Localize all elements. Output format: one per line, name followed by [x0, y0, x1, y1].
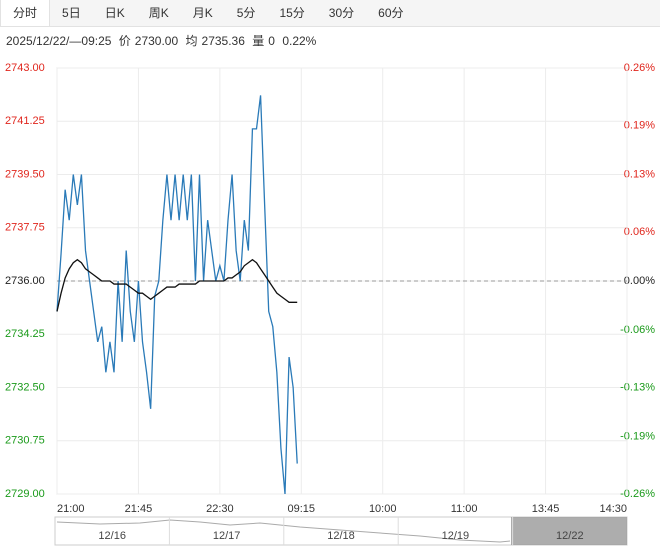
y-tick-label: 2732.50 — [5, 381, 45, 393]
y2-tick-label: -0.13% — [620, 381, 655, 393]
tab[interactable]: 15分 — [279, 6, 305, 20]
y-tick-label: 2743.00 — [5, 62, 45, 74]
y2-tick-label: 0.06% — [624, 226, 655, 238]
y-tick-label: 2730.75 — [5, 435, 45, 447]
x-tick-label: 09:15 — [288, 503, 316, 515]
tab[interactable]: 日K — [104, 6, 125, 20]
navigator-label: 12/16 — [98, 530, 126, 542]
price-label: 价 — [118, 34, 131, 48]
y-tick-label: 2734.25 — [5, 328, 45, 340]
tab[interactable]: 5日 — [62, 6, 81, 20]
tab-bar: 分时 5日 日K 周K 月K 5分 15分 30分 60分 — [0, 0, 660, 27]
x-tick-label: 21:45 — [125, 503, 153, 515]
y-tick-label: 2737.75 — [5, 222, 45, 234]
y2-tick-label: -0.26% — [620, 488, 655, 500]
price-line — [56, 95, 298, 495]
x-tick-label: 10:00 — [369, 503, 397, 515]
y2-tick-label: -0.19% — [620, 431, 655, 443]
datetime: 2025/12/22/—09:25 — [6, 34, 112, 48]
y-tick-label: 2741.25 — [5, 115, 45, 127]
tab[interactable]: 周K — [148, 6, 169, 20]
y-tick-label: 2729.00 — [5, 488, 45, 500]
price: 2730.00 — [134, 34, 179, 48]
navigator-label: 12/17 — [213, 530, 241, 542]
y-tick-label: 2739.50 — [5, 168, 45, 180]
x-tick-label: 14:30 — [599, 503, 627, 515]
vol: 0 — [268, 34, 275, 48]
x-tick-label: 11:00 — [451, 503, 478, 515]
y2-tick-label: 0.26% — [624, 62, 655, 74]
navigator-trace — [56, 519, 511, 543]
avg: 2735.36 — [201, 34, 245, 48]
vol-label: 量 — [252, 34, 265, 48]
navigator-selection — [511, 517, 627, 545]
x-tick-label: 13:45 — [532, 503, 560, 515]
y2-tick-label: 0.13% — [624, 168, 655, 180]
tab[interactable]: 30分 — [328, 6, 355, 20]
y2-tick-label: 0.00% — [624, 275, 655, 287]
tab[interactable]: 月K — [192, 6, 213, 20]
navigator-label: 12/22 — [556, 530, 584, 542]
y2-tick-label: -0.06% — [620, 324, 655, 336]
tab[interactable]: 60分 — [378, 6, 404, 20]
change: 0.22% — [282, 34, 317, 48]
y2-tick-label: 0.19% — [624, 119, 655, 131]
x-tick-label: 22:30 — [206, 503, 234, 515]
y-tick-label: 2736.00 — [5, 275, 45, 287]
navigator-label: 12/19 — [442, 530, 470, 542]
tab[interactable]: 5分 — [236, 6, 256, 20]
navigator-label: 12/18 — [327, 530, 355, 542]
x-tick-label: 21:00 — [57, 503, 85, 515]
price-line — [56, 258, 298, 312]
tab[interactable]: 分时 — [0, 0, 51, 26]
avg-label: 均 — [185, 34, 198, 48]
